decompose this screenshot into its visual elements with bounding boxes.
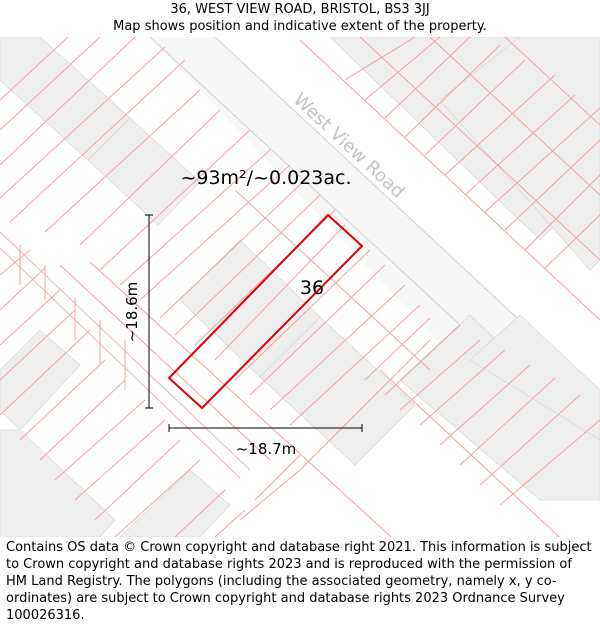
map-subtitle: Map shows position and indicative extent…: [113, 19, 487, 34]
parcel-boundaries: [0, 37, 600, 537]
plot-number-label: 36: [300, 277, 324, 299]
area-label: ~93m²/~0.023ac.: [180, 167, 351, 189]
map-canvas[interactable]: West View Road ~93m²/~0.023ac. 36 ~18.6m…: [0, 37, 600, 537]
width-measure: [168, 424, 363, 432]
plot-outline[interactable]: [167, 213, 364, 410]
building-blocks: [0, 37, 600, 537]
copyright-footer: Contains OS data © Crown copyright and d…: [6, 540, 592, 623]
height-label: ~18.6m: [123, 282, 141, 343]
property-address: 36, WEST VIEW ROAD, BRISTOL, BS3 3JJ: [170, 2, 430, 17]
map-header: 36, WEST VIEW ROAD, BRISTOL, BS3 3JJ Map…: [0, 0, 600, 38]
width-label: ~18.7m: [236, 440, 297, 458]
height-measure: [145, 214, 153, 409]
